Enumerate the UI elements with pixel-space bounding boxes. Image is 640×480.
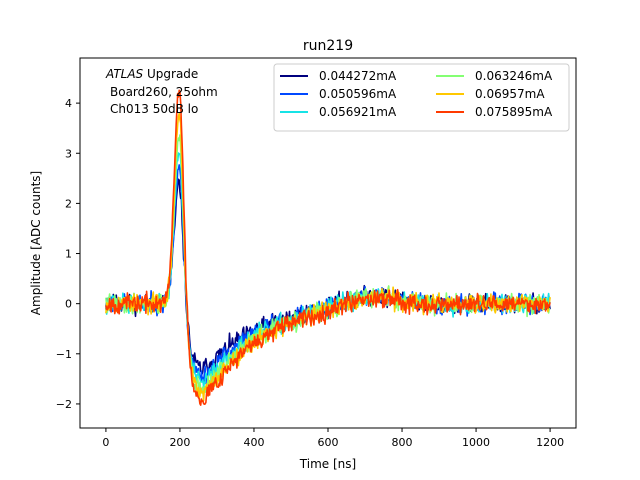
y-tick-label: 3 — [65, 147, 72, 160]
x-axis-label: Time [ns] — [299, 457, 356, 471]
legend-label: 0.050596mA — [319, 87, 397, 101]
legend-box — [273, 63, 570, 132]
legend-label: 0.056921mA — [319, 105, 397, 119]
y-tick-label: −2 — [56, 398, 72, 411]
x-tick-label: 600 — [318, 436, 339, 449]
legend-label: 0.063246mA — [475, 69, 553, 83]
annotation-upgrade: Upgrade — [143, 67, 198, 81]
x-tick-label: 0 — [102, 436, 109, 449]
y-axis-label: Amplitude [ADC counts] — [29, 171, 43, 315]
x-tick-label: 400 — [243, 436, 264, 449]
y-tick-label: 1 — [65, 248, 72, 261]
legend-label: 0.044272mA — [319, 69, 397, 83]
annotation-line2: Board260, 25ohm — [110, 85, 218, 99]
annotation: ATLAS Upgrade Board260, 25ohm Ch013 50dB… — [105, 67, 218, 116]
x-tick-label: 800 — [392, 436, 413, 449]
y-tick-label: 0 — [65, 298, 72, 311]
x-axis-ticks: 0 200 400 600 800 1000 1200 — [102, 428, 564, 449]
legend: 0.044272mA 0.050596mA 0.056921mA 0.063246mA… — [273, 63, 570, 132]
y-tick-label: 2 — [65, 197, 72, 210]
x-tick-label: 1200 — [536, 436, 564, 449]
y-tick-label: −1 — [56, 348, 72, 361]
x-tick-label: 1000 — [462, 436, 490, 449]
x-tick-label: 200 — [169, 436, 190, 449]
series-line — [105, 89, 551, 406]
chart-title: run219 — [303, 38, 353, 54]
legend-items: 0.044272mA 0.050596mA 0.056921mA 0.063246mA… — [280, 69, 553, 119]
legend-label: 0.075895mA — [475, 105, 553, 119]
series-layer — [105, 89, 551, 406]
legend-label: 0.06957mA — [475, 87, 545, 101]
y-axis-ticks: −2 −1 0 1 2 3 4 — [56, 97, 80, 411]
annotation-atlas: ATLAS — [105, 67, 144, 81]
annotation-line3: Ch013 50dB lo — [110, 102, 198, 116]
y-tick-label: 4 — [65, 97, 72, 110]
annotation-line1: ATLAS Upgrade — [105, 67, 198, 81]
